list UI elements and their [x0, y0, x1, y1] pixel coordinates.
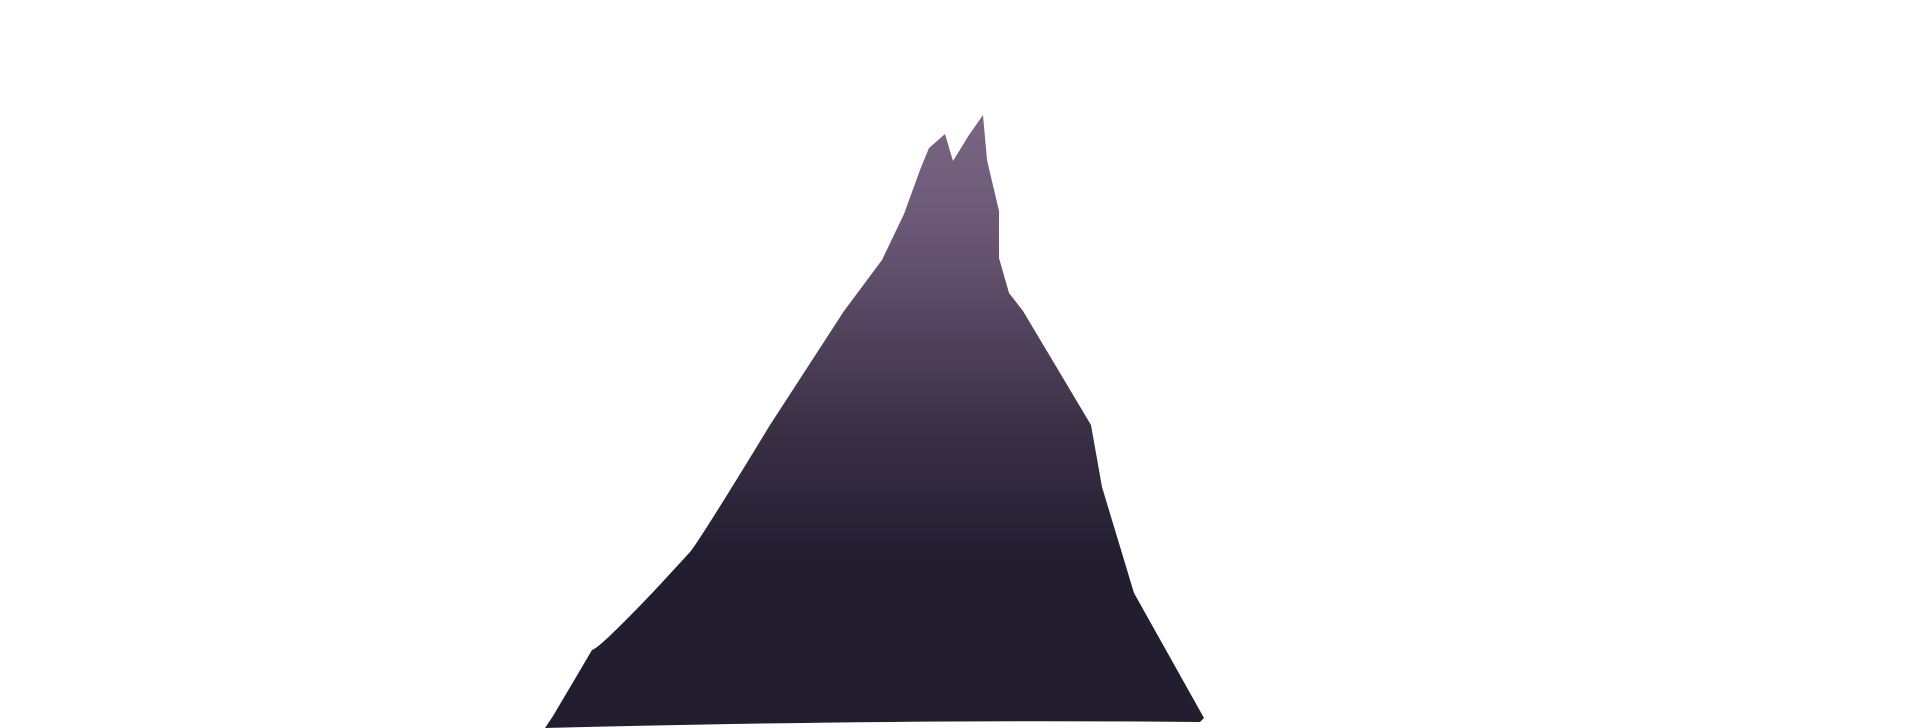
mountain-peak: [545, 115, 1204, 728]
